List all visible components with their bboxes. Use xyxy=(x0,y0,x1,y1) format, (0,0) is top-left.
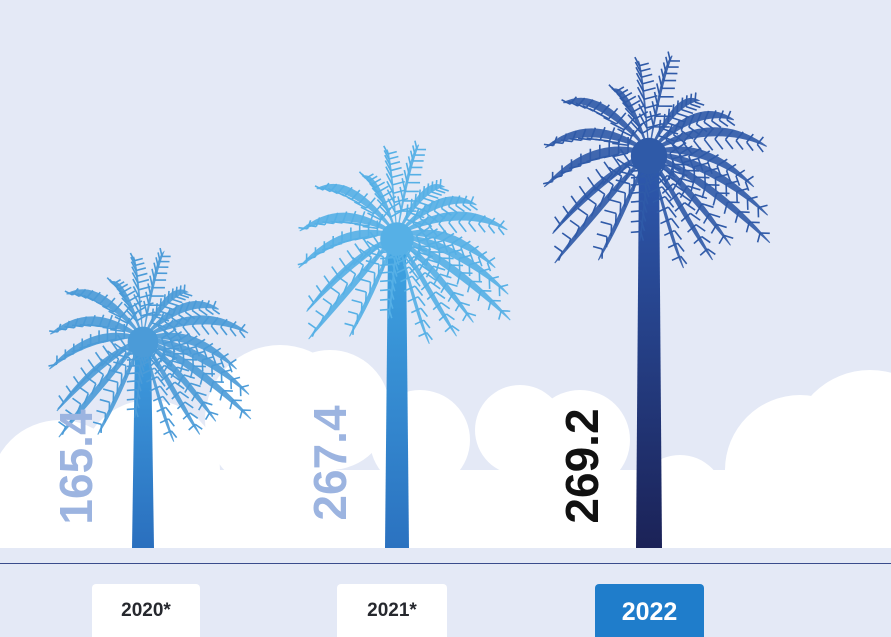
palm-crown xyxy=(297,140,511,345)
year-label-2022: 2022 xyxy=(595,584,704,637)
palm-crown xyxy=(48,247,252,442)
palm-hub xyxy=(380,222,414,256)
palm-trunk xyxy=(636,160,662,548)
year-label-2020: 2020* xyxy=(92,584,200,637)
palm-trees xyxy=(48,51,771,548)
palm-hub xyxy=(127,326,159,358)
palm-trunk xyxy=(385,243,409,548)
palm-bar-2020 xyxy=(48,247,252,548)
palm-bar-2022 xyxy=(542,51,771,548)
data-label-2021: 267.4 xyxy=(304,405,356,521)
data-label-2020: 165.4 xyxy=(50,409,102,525)
baseline-divider xyxy=(0,563,891,564)
palm-bar-2021 xyxy=(297,140,511,548)
data-label-2022: 269.2 xyxy=(556,408,608,524)
year-label-2021: 2021* xyxy=(337,584,447,637)
palm-hub xyxy=(630,137,668,175)
